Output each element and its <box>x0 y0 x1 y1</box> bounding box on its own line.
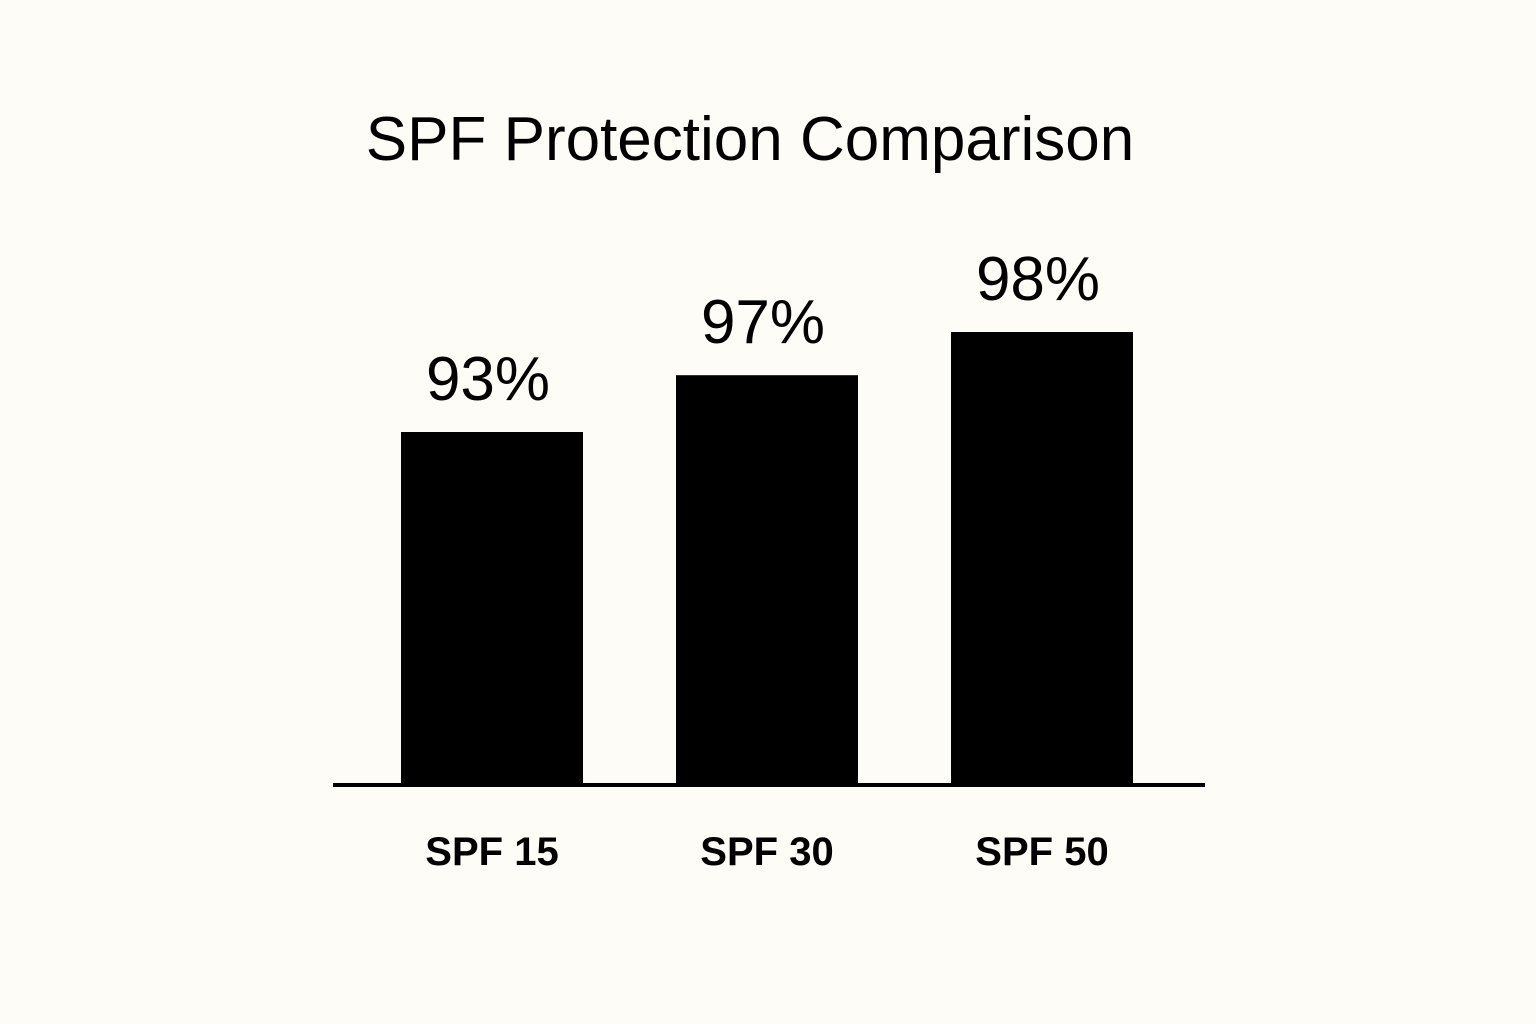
bars-group <box>401 332 1133 785</box>
bar-spf-15 <box>401 432 583 785</box>
value-label-spf-30: 97% <box>701 288 825 357</box>
category-label-spf-15: SPF 15 <box>425 830 558 874</box>
value-label-spf-15: 93% <box>426 345 550 414</box>
category-label-spf-30: SPF 30 <box>700 830 833 874</box>
value-label-spf-50: 98% <box>976 245 1100 314</box>
value-labels-group: 93% 97% 98% <box>426 245 1100 414</box>
category-label-spf-50: SPF 50 <box>975 830 1108 874</box>
category-labels-group: SPF 15 SPF 30 SPF 50 <box>425 830 1108 874</box>
chart-title: SPF Protection Comparison <box>366 105 1134 174</box>
bar-spf-30 <box>676 375 858 785</box>
bar-spf-50 <box>951 332 1133 785</box>
